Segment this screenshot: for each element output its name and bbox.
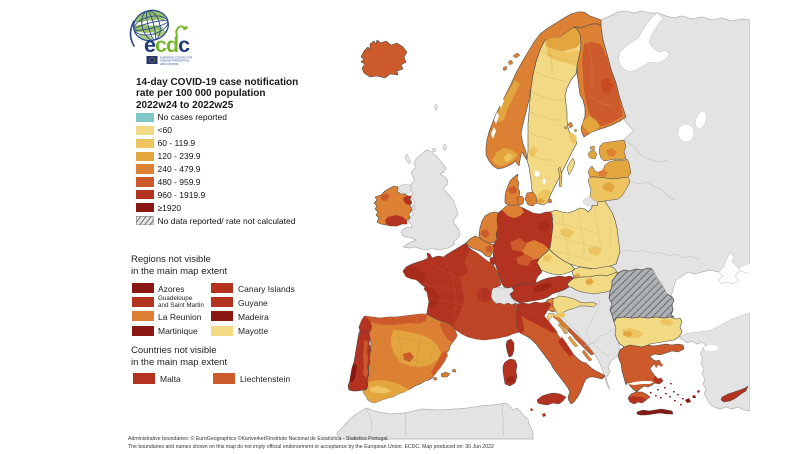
svg-text:EUROPEAN CENTRE FOR: EUROPEAN CENTRE FOR: [160, 56, 192, 60]
svg-text:AND CONTROL: AND CONTROL: [160, 62, 179, 66]
svg-text:ecdc: ecdc: [144, 33, 190, 57]
svg-text:DISEASE PREVENTION: DISEASE PREVENTION: [160, 59, 189, 63]
